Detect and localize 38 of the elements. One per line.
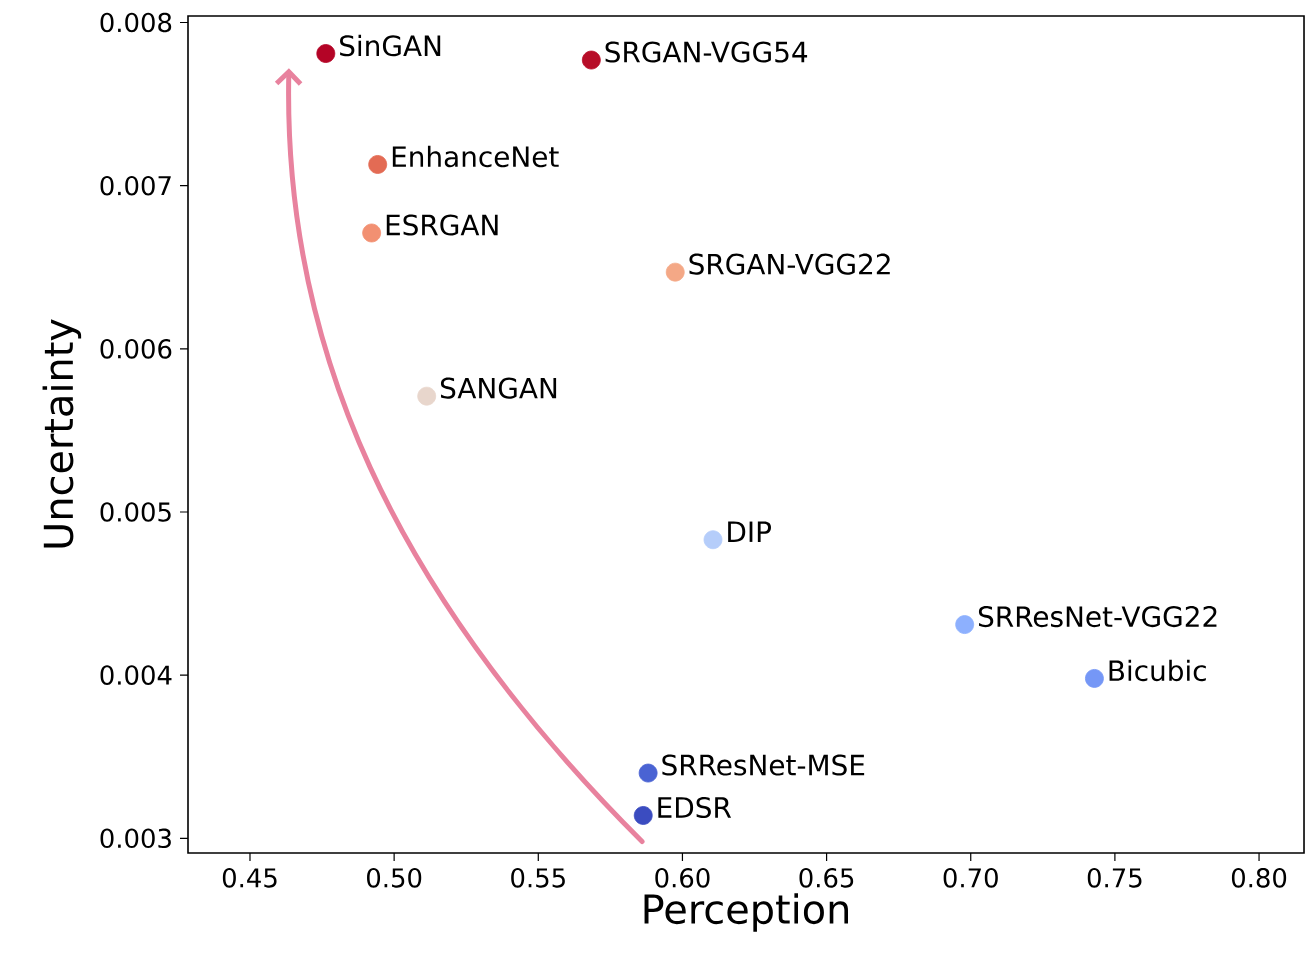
x-tick-label: 0.50 bbox=[367, 868, 422, 888]
point bbox=[638, 763, 658, 783]
point bbox=[417, 386, 437, 406]
y-tick-label: 0.005 bbox=[100, 502, 171, 522]
annotation: SRGAN-VGG54 bbox=[605, 41, 808, 63]
point bbox=[581, 50, 601, 70]
x-tick-label: 0.60 bbox=[655, 868, 710, 888]
point bbox=[665, 262, 685, 282]
x-tick-label: 0.45 bbox=[222, 868, 277, 888]
point bbox=[633, 806, 653, 825]
point bbox=[316, 44, 336, 63]
point bbox=[362, 223, 382, 243]
x-axis-title: Perception bbox=[644, 893, 848, 932]
y-tick-label: 0.008 bbox=[100, 12, 172, 33]
point bbox=[1085, 669, 1104, 688]
point bbox=[955, 615, 975, 634]
annotation: SRResNet-VGG22 bbox=[978, 606, 1217, 628]
x-tick-label: 0.80 bbox=[1231, 868, 1287, 888]
x-tick-label: 0.75 bbox=[1087, 868, 1142, 888]
annotation: SinGAN bbox=[340, 34, 441, 57]
y-tick-label: 0.007 bbox=[100, 175, 171, 196]
annotation: DIP bbox=[728, 521, 771, 542]
annotation: Bicubic bbox=[1109, 659, 1206, 682]
y-tick-label: 0.006 bbox=[100, 339, 172, 359]
x-tick-label: 0.70 bbox=[943, 868, 998, 888]
annotation: SANGAN bbox=[440, 377, 557, 399]
y-tick-label: 0.003 bbox=[100, 828, 171, 849]
x-tick-label: 0.65 bbox=[799, 868, 854, 888]
annotation: SRResNet-MSE bbox=[662, 754, 865, 776]
point bbox=[368, 155, 388, 174]
annotation: SRGAN-VGG22 bbox=[689, 253, 890, 275]
y-axis-title: Uncertainty bbox=[42, 319, 82, 548]
annotation: EnhanceNet bbox=[392, 145, 559, 168]
y-tick-label: 0.004 bbox=[100, 665, 172, 685]
annotation: ESRGAN bbox=[386, 214, 498, 236]
annotation: EDSR bbox=[658, 796, 732, 819]
point bbox=[703, 530, 723, 550]
x-tick-label: 0.55 bbox=[511, 868, 565, 888]
